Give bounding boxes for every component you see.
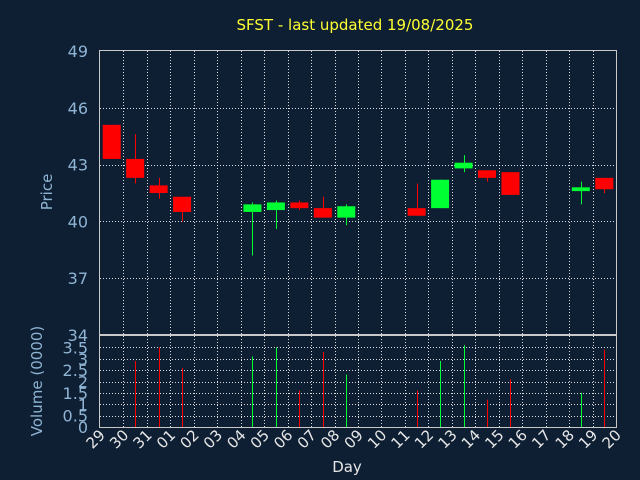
volume-tick-label: 2.5 bbox=[63, 361, 88, 380]
volume-tick-label: 0.5 bbox=[63, 407, 88, 426]
candle-body bbox=[126, 158, 145, 178]
volume-tick-label: 1.5 bbox=[63, 384, 88, 403]
candle-body bbox=[102, 124, 121, 159]
chart-title: SFST - last updated 19/08/2025 bbox=[237, 16, 474, 34]
candle-body bbox=[571, 187, 590, 192]
day-tick-label: 08 bbox=[317, 426, 343, 452]
day-tick-label: 06 bbox=[270, 426, 296, 452]
price-grid bbox=[100, 51, 616, 335]
day-tick-label: 05 bbox=[247, 426, 273, 452]
day-tick-label: 07 bbox=[294, 426, 320, 452]
candle-body bbox=[266, 202, 285, 211]
day-tick-label: 03 bbox=[200, 426, 226, 452]
price-tick-label: 40 bbox=[68, 212, 88, 231]
candle-body bbox=[149, 185, 168, 193]
day-tick-label: 04 bbox=[223, 426, 249, 452]
candle-body bbox=[431, 179, 450, 209]
day-tick-label: 10 bbox=[364, 426, 390, 452]
day-tick-label: 16 bbox=[505, 426, 531, 452]
day-tick-label: 31 bbox=[130, 426, 156, 452]
day-tick-label: 15 bbox=[481, 426, 507, 452]
day-tick-label: 14 bbox=[458, 426, 484, 452]
day-ticks: 2930310102030405060708091011121314151617… bbox=[83, 426, 625, 452]
candle-body bbox=[478, 170, 496, 178]
candles bbox=[102, 124, 614, 256]
candle-body bbox=[595, 177, 614, 190]
day-tick-label: 01 bbox=[153, 426, 179, 452]
price-tick-label: 49 bbox=[68, 42, 88, 61]
day-tick-label: 30 bbox=[106, 426, 132, 452]
day-tick-label: 19 bbox=[575, 426, 601, 452]
day-tick-label: 11 bbox=[388, 426, 414, 452]
price-panel-frame bbox=[99, 50, 617, 335]
price-tick-label: 37 bbox=[68, 269, 88, 288]
volume-bars bbox=[135, 345, 605, 427]
day-tick-label: 02 bbox=[176, 426, 202, 452]
price-tick-label: 43 bbox=[68, 156, 88, 175]
day-tick-label: 20 bbox=[599, 426, 625, 452]
day-tick-label: 13 bbox=[434, 426, 460, 452]
volume-tick-label: 1 bbox=[78, 395, 88, 414]
volume-axis-label: Volume (0000) bbox=[28, 326, 46, 436]
volume-grid bbox=[100, 336, 616, 427]
price-tick-label: 46 bbox=[68, 99, 88, 118]
volume-tick-label: 2 bbox=[78, 373, 88, 392]
candle-body bbox=[407, 208, 426, 216]
price-tick-label: 34 bbox=[68, 326, 88, 345]
day-tick-label: 17 bbox=[528, 426, 554, 452]
day-tick-label: 12 bbox=[411, 426, 437, 452]
volume-ticks: 3.532.521.510.50 bbox=[63, 338, 88, 437]
candle-body bbox=[501, 172, 520, 195]
day-tick-label: 09 bbox=[341, 426, 367, 452]
candle-body bbox=[243, 204, 262, 212]
candle-body bbox=[290, 202, 309, 209]
candle-body bbox=[313, 208, 332, 218]
candle-body bbox=[173, 196, 192, 212]
day-tick-label: 18 bbox=[552, 426, 578, 452]
volume-tick-label: 3.5 bbox=[63, 338, 88, 357]
volume-panel-frame bbox=[99, 335, 617, 428]
candle-body bbox=[337, 206, 356, 218]
price-ticks: 49 46 43 40 37 34 bbox=[68, 42, 88, 345]
price-axis-label: Price bbox=[38, 174, 56, 211]
candle-body bbox=[454, 162, 473, 169]
volume-tick-label: 0 bbox=[78, 418, 88, 437]
volume-tick-label: 3 bbox=[78, 350, 88, 369]
x-axis-label: Day bbox=[332, 458, 362, 476]
